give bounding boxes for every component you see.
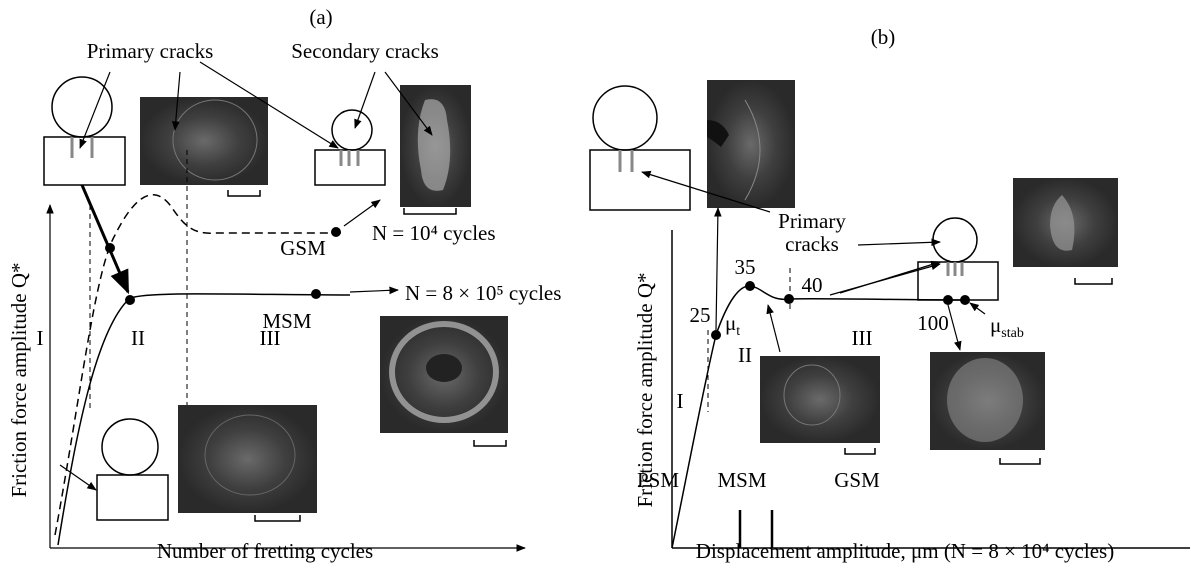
mu: μ xyxy=(725,311,736,335)
panel-label: (b) xyxy=(871,25,896,49)
point-label: 100 xyxy=(917,311,949,335)
photo xyxy=(760,356,880,454)
annotation: Primary cracks xyxy=(87,39,214,63)
region-label: I xyxy=(677,389,684,413)
schematic xyxy=(44,77,125,185)
photo xyxy=(380,316,508,446)
subscript: stab xyxy=(1001,326,1024,341)
axis-label: Displacement amplitude, μm (N = 8 × 10⁴ … xyxy=(696,539,1114,563)
photo xyxy=(178,405,317,521)
annotation: Secondary cracks xyxy=(291,39,439,63)
schematic xyxy=(590,86,690,210)
regime-label: GSM xyxy=(280,236,326,260)
regime-label: PSM xyxy=(637,468,679,492)
region-label: II xyxy=(738,343,752,367)
axis-label: Number of fretting cycles xyxy=(157,539,373,563)
point-label: 40 xyxy=(802,273,823,297)
axis-label: Friction force amplitude Q* xyxy=(7,262,31,497)
schematic xyxy=(97,419,168,520)
annotation: cracks xyxy=(785,232,839,256)
annotation: μstab xyxy=(990,313,1024,341)
panel-b: (b) Primary cracks Friction force amplit… xyxy=(590,25,1190,563)
schematic xyxy=(918,218,998,300)
photo xyxy=(400,85,471,214)
mu: μ xyxy=(990,313,1001,337)
schematic xyxy=(315,110,385,185)
annotation: Primary xyxy=(778,209,846,233)
panel-label: (a) xyxy=(309,5,332,29)
annotation: N = 10⁴ cycles xyxy=(372,221,496,245)
photo xyxy=(1013,178,1118,284)
region-label: II xyxy=(131,326,145,350)
photo xyxy=(930,352,1045,464)
photo xyxy=(140,97,268,196)
subscript: t xyxy=(736,324,740,339)
point-label: 35 xyxy=(735,255,756,279)
figure: (a) Primary cracks Secondary cracks Fric… xyxy=(0,0,1202,567)
point-label: 25 xyxy=(690,303,711,327)
region-label: III xyxy=(852,326,873,350)
annotation: μt xyxy=(725,311,740,339)
region-label: III xyxy=(260,326,281,350)
region-label: I xyxy=(37,326,44,350)
regime-label: GSM xyxy=(834,468,880,492)
annotation: N = 8 × 10⁵ cycles xyxy=(405,281,561,305)
regime-label: MSM xyxy=(717,468,766,492)
photo xyxy=(707,80,795,208)
panel-a: (a) Primary cracks Secondary cracks Fric… xyxy=(7,5,561,563)
